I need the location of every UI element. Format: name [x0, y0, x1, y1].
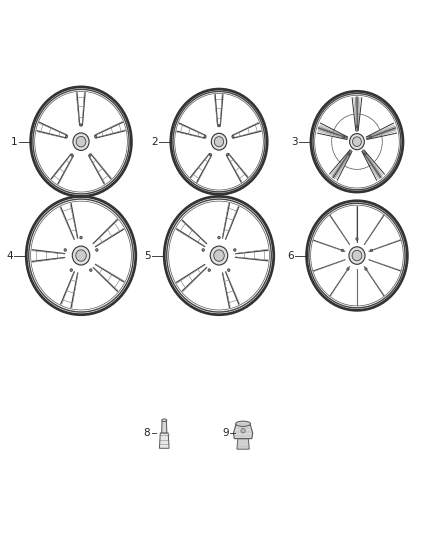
Ellipse shape	[364, 153, 366, 155]
Ellipse shape	[349, 247, 365, 264]
Ellipse shape	[70, 269, 72, 271]
Ellipse shape	[65, 135, 67, 138]
Text: 9: 9	[223, 428, 229, 438]
Ellipse shape	[343, 136, 345, 138]
Ellipse shape	[76, 250, 86, 261]
Ellipse shape	[211, 133, 227, 150]
Ellipse shape	[80, 236, 82, 239]
Ellipse shape	[365, 268, 367, 270]
Ellipse shape	[233, 249, 236, 252]
Ellipse shape	[80, 124, 82, 126]
Ellipse shape	[71, 154, 73, 156]
Ellipse shape	[236, 421, 251, 426]
Polygon shape	[159, 433, 169, 448]
Ellipse shape	[350, 134, 364, 150]
Ellipse shape	[73, 133, 89, 150]
Ellipse shape	[208, 269, 210, 271]
Ellipse shape	[214, 250, 224, 261]
Polygon shape	[233, 424, 253, 439]
Ellipse shape	[218, 236, 220, 239]
Ellipse shape	[90, 269, 92, 271]
Ellipse shape	[226, 154, 229, 156]
Ellipse shape	[228, 269, 230, 271]
Ellipse shape	[353, 137, 361, 147]
Ellipse shape	[371, 249, 373, 252]
Ellipse shape	[89, 154, 91, 156]
Polygon shape	[237, 439, 249, 449]
Text: 3: 3	[291, 136, 298, 147]
Text: 2: 2	[151, 136, 158, 147]
Text: 8: 8	[144, 428, 150, 438]
Ellipse shape	[76, 136, 86, 147]
Text: 5: 5	[145, 251, 151, 261]
Ellipse shape	[214, 136, 224, 147]
Ellipse shape	[352, 251, 362, 261]
Ellipse shape	[95, 249, 98, 252]
Ellipse shape	[241, 429, 245, 433]
Ellipse shape	[348, 153, 350, 155]
Ellipse shape	[202, 249, 205, 252]
Ellipse shape	[218, 125, 220, 127]
Ellipse shape	[369, 136, 371, 138]
Ellipse shape	[356, 238, 358, 240]
Ellipse shape	[204, 135, 206, 138]
Ellipse shape	[162, 419, 167, 422]
Ellipse shape	[356, 125, 358, 127]
Ellipse shape	[210, 246, 228, 265]
Ellipse shape	[209, 154, 212, 156]
Ellipse shape	[72, 246, 90, 265]
Text: 6: 6	[287, 251, 293, 261]
Polygon shape	[162, 421, 167, 433]
Ellipse shape	[347, 268, 349, 270]
Text: 4: 4	[7, 251, 13, 261]
Ellipse shape	[64, 249, 67, 252]
Ellipse shape	[95, 135, 97, 138]
Text: 1: 1	[11, 136, 18, 147]
Ellipse shape	[232, 135, 234, 138]
Ellipse shape	[341, 249, 343, 252]
